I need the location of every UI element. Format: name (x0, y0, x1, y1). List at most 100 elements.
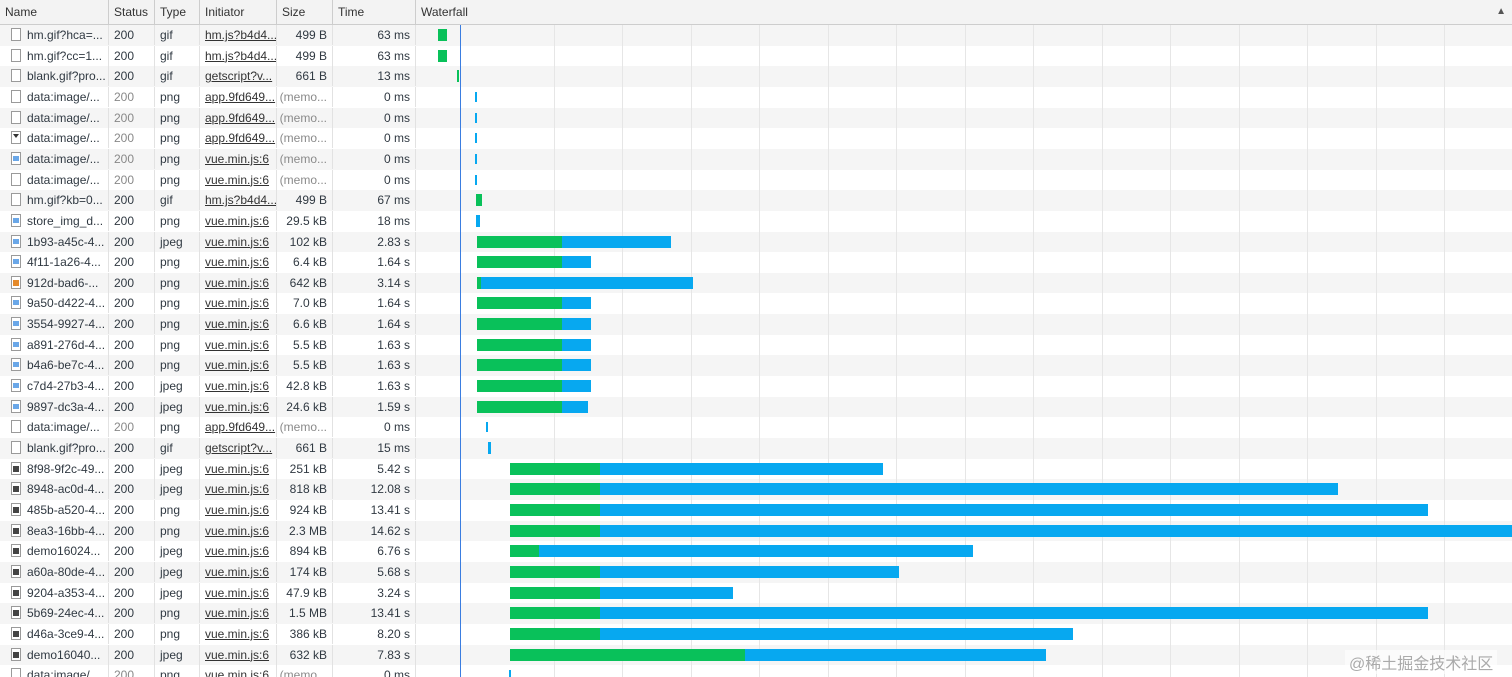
request-row[interactable]: 9204-a353-4... 200 jpeg vue.min.js:6 47.9 kB… (0, 582, 1512, 604)
request-row[interactable]: demo16024... 200 jpeg vue.min.js:6 894 kB 6.7… (0, 541, 1512, 562)
column-header-status[interactable]: Status (109, 0, 155, 24)
request-row[interactable]: 8948-ac0d-4... 200 jpeg vue.min.js:6 818 kB 1… (0, 479, 1512, 500)
cell-size: 29.5 kB (277, 210, 333, 231)
cell-initiator[interactable]: vue.min.js:6 (200, 603, 277, 624)
cell-initiator[interactable]: vue.min.js:6 (200, 499, 277, 520)
cell-initiator[interactable]: hm.js?b4d4... (200, 45, 277, 66)
cell-initiator[interactable]: vue.min.js:6 (200, 314, 277, 335)
cell-initiator[interactable]: vue.min.js:6 (200, 520, 277, 541)
cell-initiator[interactable]: vue.min.js:6 (200, 396, 277, 417)
cell-name: a891-276d-4... (0, 334, 109, 355)
cell-status: 200 (109, 623, 155, 644)
cell-size: 251 kB (277, 458, 333, 479)
request-row[interactable]: 9897-dc3a-4... 200 jpeg vue.min.js:6 24.6 kB… (0, 396, 1512, 418)
cell-initiator[interactable]: vue.min.js:6 (200, 148, 277, 169)
request-row[interactable]: c7d4-27b3-4... 200 jpeg vue.min.js:6 42.8 kB… (0, 376, 1512, 397)
cell-type: png (155, 665, 200, 677)
file-icon (11, 48, 21, 62)
cell-time: 3.24 s (333, 582, 416, 603)
cell-initiator[interactable]: hm.js?b4d4... (200, 190, 277, 211)
request-row[interactable]: 485b-a520-4... 200 png vue.min.js:6 924 kB 13… (0, 499, 1512, 521)
request-row[interactable]: demo16040... 200 jpeg vue.min.js:6 632 kB 7.8… (0, 644, 1512, 666)
request-row[interactable]: data:image/... 200 png vue.min.js:6 (memo...… (0, 148, 1512, 170)
cell-initiator[interactable]: vue.min.js:6 (200, 252, 277, 273)
request-row[interactable]: 8ea3-16bb-4... 200 png vue.min.js:6 2.3 MB 14… (0, 520, 1512, 542)
column-header-waterfall[interactable]: Waterfall ▲ (416, 0, 1512, 24)
cell-initiator[interactable]: vue.min.js:6 (200, 210, 277, 231)
cell-name: data:image/... (0, 86, 109, 107)
cell-initiator[interactable]: vue.min.js:6 (200, 665, 277, 677)
request-row[interactable]: data:image/... 200 png vue.min.js:6 (memo...… (0, 169, 1512, 191)
cell-initiator[interactable]: hm.js?b4d4... (200, 25, 277, 45)
cell-initiator[interactable]: vue.min.js:6 (200, 541, 277, 562)
cell-type: jpeg (155, 561, 200, 582)
request-row[interactable]: 8f98-9f2c-49... 200 jpeg vue.min.js:6 251 kB… (0, 458, 1512, 480)
request-row[interactable]: 912d-bad6-... 200 png vue.min.js:6 642 kB 3.1… (0, 272, 1512, 294)
request-row[interactable]: 3554-9927-4... 200 png vue.min.js:6 6.6 kB 1.… (0, 314, 1512, 335)
cell-initiator[interactable]: app.9fd649... (200, 107, 277, 128)
cell-initiator[interactable]: app.9fd649... (200, 417, 277, 438)
cell-initiator[interactable]: getscript?v... (200, 438, 277, 458)
column-header-type[interactable]: Type (155, 0, 200, 24)
cell-status: 200 (109, 644, 155, 665)
cell-initiator[interactable]: vue.min.js:6 (200, 169, 277, 190)
cell-initiator[interactable]: vue.min.js:6 (200, 376, 277, 397)
column-header-size[interactable]: Size (277, 0, 333, 24)
cell-name: data:image/... (0, 169, 109, 190)
cell-initiator[interactable]: vue.min.js:6 (200, 231, 277, 252)
request-row[interactable]: data:image/... 200 png app.9fd649... (memo..… (0, 86, 1512, 108)
cell-status: 200 (109, 169, 155, 190)
arrow-file-icon (11, 131, 21, 145)
image-file-icon (11, 317, 21, 331)
cell-time: 0 ms (333, 417, 416, 438)
cell-initiator[interactable]: vue.min.js:6 (200, 644, 277, 665)
cell-size: 661 B (277, 438, 333, 458)
cell-initiator[interactable]: vue.min.js:6 (200, 334, 277, 355)
cell-name: data:image/... (0, 665, 109, 677)
request-row[interactable]: data:image/... 200 png app.9fd649... (memo..… (0, 107, 1512, 129)
cell-time: 8.20 s (333, 623, 416, 644)
request-row[interactable]: d46a-3ce9-4... 200 png vue.min.js:6 386 kB 8.… (0, 623, 1512, 645)
request-row[interactable]: a891-276d-4... 200 png vue.min.js:6 5.5 kB 1.… (0, 334, 1512, 356)
cell-initiator[interactable]: vue.min.js:6 (200, 355, 277, 376)
cell-initiator[interactable]: vue.min.js:6 (200, 458, 277, 479)
cell-initiator[interactable]: vue.min.js:6 (200, 293, 277, 314)
request-row[interactable]: hm.gif?cc=1... 200 gif hm.js?b4d4... 499 B 63… (0, 45, 1512, 67)
request-row[interactable]: 4f11-1a26-4... 200 png vue.min.js:6 6.4 kB 1.… (0, 252, 1512, 273)
cell-status: 200 (109, 665, 155, 677)
request-row[interactable]: store_img_d... 200 png vue.min.js:6 29.5 kB 1… (0, 210, 1512, 232)
request-row[interactable]: 5b69-24ec-4... 200 png vue.min.js:6 1.5 MB 13… (0, 603, 1512, 624)
cell-initiator[interactable]: getscript?v... (200, 66, 277, 87)
request-row[interactable]: data:image/... 200 png app.9fd649... (memo..… (0, 128, 1512, 149)
sort-ascending-icon[interactable]: ▲ (1496, 6, 1506, 17)
request-row[interactable]: hm.gif?hca=... 200 gif hm.js?b4d4... 499 B 63… (0, 25, 1512, 46)
column-header-initiator[interactable]: Initiator (200, 0, 277, 24)
cell-initiator[interactable]: vue.min.js:6 (200, 479, 277, 500)
cell-initiator[interactable]: vue.min.js:6 (200, 272, 277, 293)
cell-initiator[interactable]: vue.min.js:6 (200, 582, 277, 603)
column-header-name[interactable]: Name (0, 0, 109, 24)
cell-time: 12.08 s (333, 479, 416, 500)
column-header-time[interactable]: Time (333, 0, 416, 24)
cell-type: png (155, 623, 200, 644)
cell-size: 499 B (277, 25, 333, 45)
request-row[interactable]: data:image/... 200 png app.9fd649... (memo..… (0, 417, 1512, 438)
file-icon (11, 420, 21, 434)
cell-initiator[interactable]: app.9fd649... (200, 128, 277, 149)
request-row[interactable]: data:image/... 200 png vue.min.js:6 (memo...… (0, 665, 1512, 677)
cell-initiator[interactable]: vue.min.js:6 (200, 561, 277, 582)
cell-initiator[interactable]: app.9fd649... (200, 86, 277, 107)
request-row[interactable]: hm.gif?kb=0... 200 gif hm.js?b4d4... 499 B 67… (0, 190, 1512, 211)
request-row[interactable]: a60a-80de-4... 200 jpeg vue.min.js:6 174 kB 5… (0, 561, 1512, 583)
request-row[interactable]: blank.gif?pro... 200 gif getscript?v... 661 … (0, 438, 1512, 459)
cell-initiator[interactable]: vue.min.js:6 (200, 623, 277, 644)
request-row[interactable]: 9a50-d422-4... 200 png vue.min.js:6 7.0 kB 1.… (0, 293, 1512, 314)
cell-size: (memo... (277, 148, 333, 169)
request-row[interactable]: 1b93-a45c-4... 200 jpeg vue.min.js:6 102 kB 2… (0, 231, 1512, 253)
request-row[interactable]: b4a6-be7c-4... 200 png vue.min.js:6 5.5 kB 1.… (0, 355, 1512, 377)
cell-name: data:image/... (0, 107, 109, 128)
cell-type: jpeg (155, 582, 200, 603)
cell-type: png (155, 355, 200, 376)
request-row[interactable]: blank.gif?pro... 200 gif getscript?v... 661 … (0, 66, 1512, 87)
cell-size: 1.5 MB (277, 603, 333, 624)
